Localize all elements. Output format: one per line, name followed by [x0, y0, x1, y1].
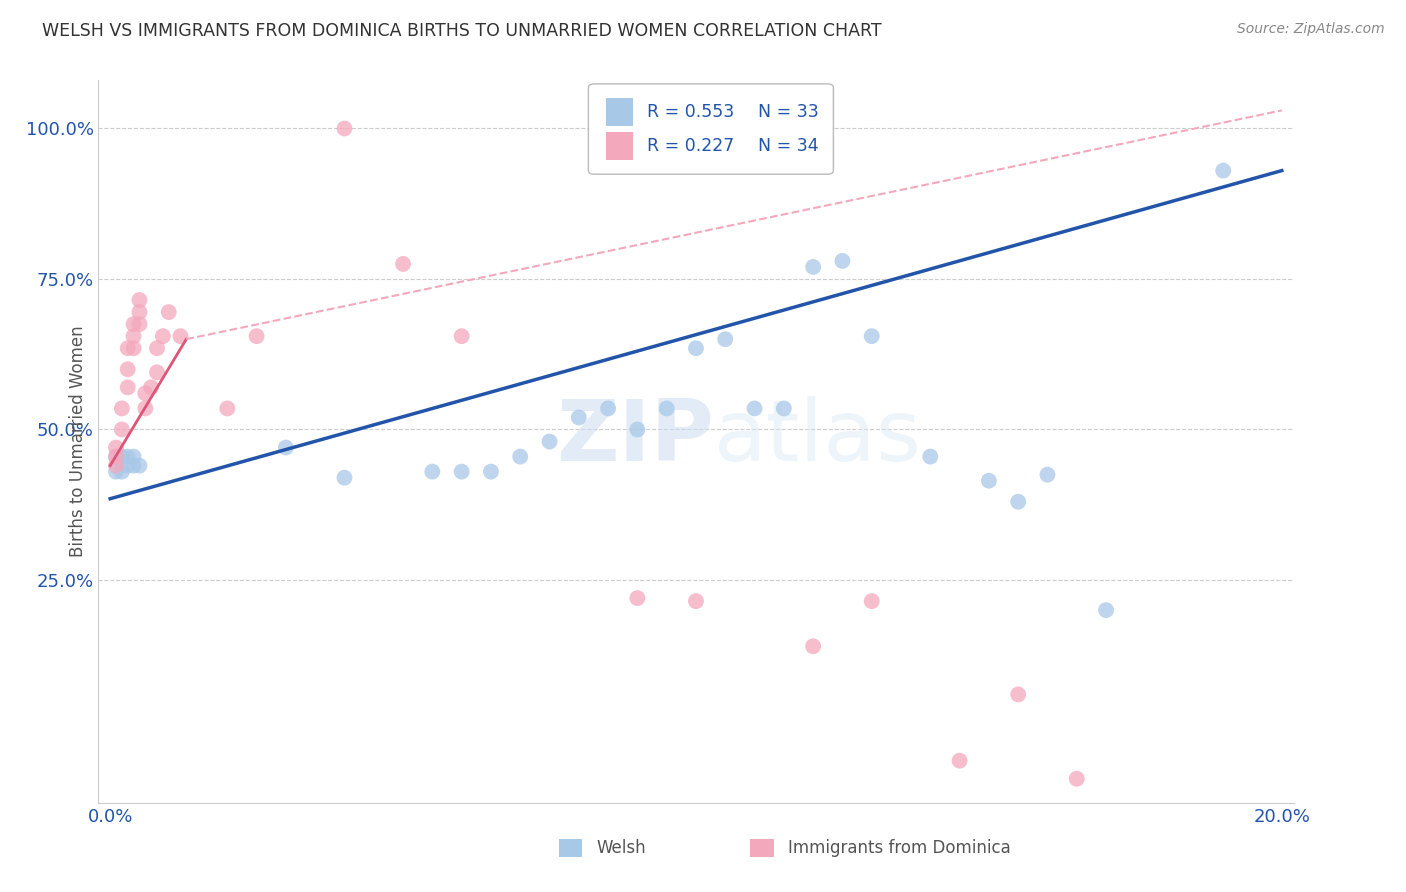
Point: [134, 401, 156, 416]
Point: [744, 401, 766, 416]
Bar: [558, 838, 582, 857]
Point: [920, 450, 942, 464]
Point: [122, 317, 145, 331]
Point: [117, 341, 139, 355]
Point: [128, 317, 150, 331]
Text: Welsh: Welsh: [596, 839, 647, 857]
Point: [626, 591, 648, 606]
Point: [685, 341, 707, 355]
Point: [246, 329, 269, 343]
Bar: [606, 132, 633, 160]
Text: R = 0.553: R = 0.553: [647, 103, 734, 121]
Point: [860, 329, 883, 343]
Point: [274, 441, 297, 455]
Point: [977, 474, 1000, 488]
Point: [333, 121, 356, 136]
Point: [333, 471, 356, 485]
Point: [111, 401, 134, 416]
Text: Source: ZipAtlas.com: Source: ZipAtlas.com: [1237, 22, 1385, 37]
Point: [141, 380, 163, 394]
Point: [105, 465, 128, 479]
Text: N = 34: N = 34: [758, 137, 818, 155]
Point: [538, 434, 561, 449]
Point: [422, 465, 444, 479]
Point: [773, 401, 796, 416]
Point: [122, 329, 145, 343]
Point: [117, 450, 139, 464]
Bar: [749, 838, 773, 857]
Point: [105, 450, 128, 464]
Point: [128, 293, 150, 307]
Point: [1212, 163, 1234, 178]
Point: [134, 386, 156, 401]
Point: [450, 465, 472, 479]
Point: [122, 450, 145, 464]
Point: [714, 332, 737, 346]
Point: [655, 401, 678, 416]
Text: Immigrants from Dominica: Immigrants from Dominica: [787, 839, 1011, 857]
Point: [105, 441, 128, 455]
Point: [128, 305, 150, 319]
Point: [598, 401, 620, 416]
Text: ZIP: ZIP: [557, 396, 714, 479]
Point: [122, 341, 145, 355]
Point: [685, 594, 707, 608]
Point: [157, 305, 180, 319]
Point: [117, 362, 139, 376]
Point: [111, 423, 134, 437]
Text: atlas: atlas: [714, 396, 922, 479]
Point: [122, 458, 145, 473]
Point: [111, 450, 134, 464]
Point: [111, 465, 134, 479]
Point: [1007, 494, 1029, 508]
Point: [169, 329, 191, 343]
Point: [105, 458, 128, 473]
Text: WELSH VS IMMIGRANTS FROM DOMINICA BIRTHS TO UNMARRIED WOMEN CORRELATION CHART: WELSH VS IMMIGRANTS FROM DOMINICA BIRTHS…: [42, 22, 882, 40]
Y-axis label: Births to Unmarried Women: Births to Unmarried Women: [69, 326, 87, 558]
Bar: [606, 98, 633, 126]
Point: [217, 401, 239, 416]
Point: [117, 380, 139, 394]
Point: [568, 410, 591, 425]
Point: [801, 639, 824, 653]
Point: [128, 458, 150, 473]
Point: [1095, 603, 1118, 617]
Point: [948, 754, 970, 768]
Point: [105, 450, 128, 464]
Point: [509, 450, 531, 464]
Point: [392, 257, 415, 271]
Point: [117, 458, 139, 473]
Point: [146, 341, 169, 355]
FancyBboxPatch shape: [589, 84, 834, 174]
Point: [831, 253, 853, 268]
Text: R = 0.227: R = 0.227: [647, 137, 734, 155]
Point: [801, 260, 824, 274]
Point: [146, 365, 169, 379]
Point: [1066, 772, 1088, 786]
Point: [479, 465, 502, 479]
Point: [860, 594, 883, 608]
Point: [626, 423, 648, 437]
Point: [450, 329, 472, 343]
Point: [1036, 467, 1059, 482]
Text: N = 33: N = 33: [758, 103, 818, 121]
Point: [152, 329, 174, 343]
Point: [1007, 687, 1029, 701]
